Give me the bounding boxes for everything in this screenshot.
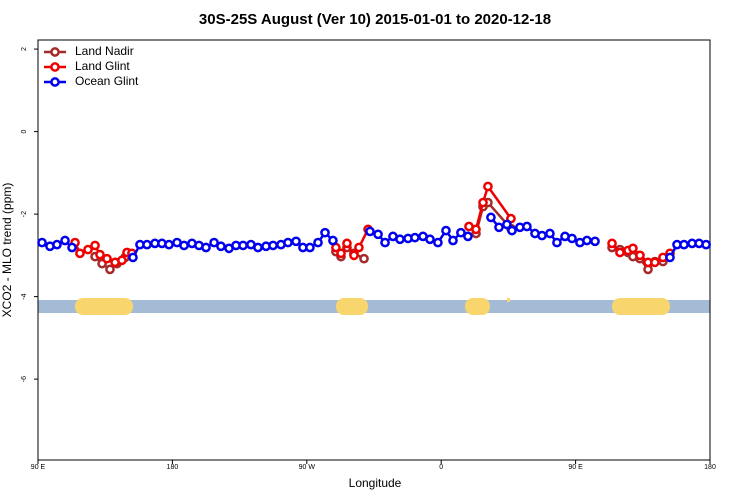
point	[679, 239, 689, 250]
land-band	[507, 298, 510, 302]
point	[320, 227, 330, 238]
y-tick-label: -6	[21, 376, 28, 382]
point	[448, 235, 458, 246]
point	[628, 243, 638, 254]
legend-label: Ocean Glint	[75, 74, 139, 88]
point	[502, 219, 512, 230]
point	[142, 239, 152, 250]
point	[67, 242, 77, 253]
point	[483, 181, 493, 192]
point	[349, 250, 359, 261]
legend-marker	[50, 77, 60, 87]
point	[494, 222, 504, 233]
ocean-band	[38, 300, 710, 313]
point	[701, 239, 711, 250]
x-tick-label: 0	[439, 464, 443, 471]
x-tick-label: 90 W	[299, 464, 316, 471]
point	[102, 253, 112, 264]
point	[590, 236, 600, 247]
point	[83, 244, 93, 255]
point	[52, 239, 62, 250]
x-tick-label: 90 E	[31, 464, 46, 471]
point	[359, 253, 369, 264]
point	[507, 225, 517, 236]
point	[635, 250, 645, 261]
point	[128, 252, 138, 263]
point	[60, 235, 70, 246]
legend-label: Land Glint	[75, 59, 130, 73]
point	[328, 235, 338, 246]
point	[90, 240, 100, 251]
point	[253, 242, 263, 253]
land-band	[75, 298, 133, 315]
point	[486, 212, 496, 223]
point	[75, 248, 85, 259]
point	[537, 230, 547, 241]
point	[201, 242, 211, 253]
legend-label: Land Nadir	[75, 44, 134, 58]
y-tick-label: 2	[21, 47, 28, 51]
point	[522, 221, 532, 232]
land-band	[336, 298, 368, 315]
point	[471, 224, 481, 235]
x-axis-label: Longitude	[349, 476, 402, 490]
plot-frame	[37, 39, 711, 461]
land-band	[612, 298, 670, 315]
point	[164, 239, 174, 250]
y-tick-label: 0	[21, 130, 28, 134]
chart-title: 30S-25S August (Ver 10) 2015-01-01 to 20…	[199, 11, 551, 28]
x-tick-label: 180	[704, 464, 716, 471]
point	[342, 238, 352, 249]
point	[373, 229, 383, 240]
point	[216, 241, 226, 252]
y-tick-label: -4	[21, 293, 28, 299]
point	[395, 234, 405, 245]
point	[95, 249, 105, 260]
point	[552, 237, 562, 248]
point	[313, 237, 323, 248]
point	[441, 225, 451, 236]
point	[305, 242, 315, 253]
point	[410, 232, 420, 243]
point	[283, 237, 293, 248]
legend-marker	[50, 47, 60, 57]
point	[37, 237, 47, 248]
point	[425, 234, 435, 245]
x-tick-label: 90 E	[568, 464, 583, 471]
point	[117, 255, 127, 266]
point	[545, 228, 555, 239]
land-ocean-band	[38, 298, 710, 315]
land-band	[465, 298, 490, 315]
point	[582, 235, 592, 246]
point	[365, 226, 375, 237]
point	[607, 238, 617, 249]
point	[209, 237, 219, 248]
point	[433, 237, 443, 248]
point	[354, 242, 364, 253]
point	[650, 257, 660, 268]
point	[105, 264, 115, 275]
point	[268, 240, 278, 251]
legend-marker	[50, 62, 60, 72]
point	[238, 240, 248, 251]
point	[478, 197, 488, 208]
point	[456, 227, 466, 238]
point	[615, 247, 625, 258]
point	[665, 252, 675, 263]
point	[463, 231, 473, 242]
point	[380, 237, 390, 248]
point	[291, 236, 301, 247]
y-tick-label: -2	[21, 211, 28, 217]
point	[179, 240, 189, 251]
point	[567, 233, 577, 244]
x-tick-label: 180	[167, 464, 179, 471]
y-axis-label: XCO2 - MLO trend (ppm)	[0, 183, 14, 318]
point	[336, 248, 346, 259]
